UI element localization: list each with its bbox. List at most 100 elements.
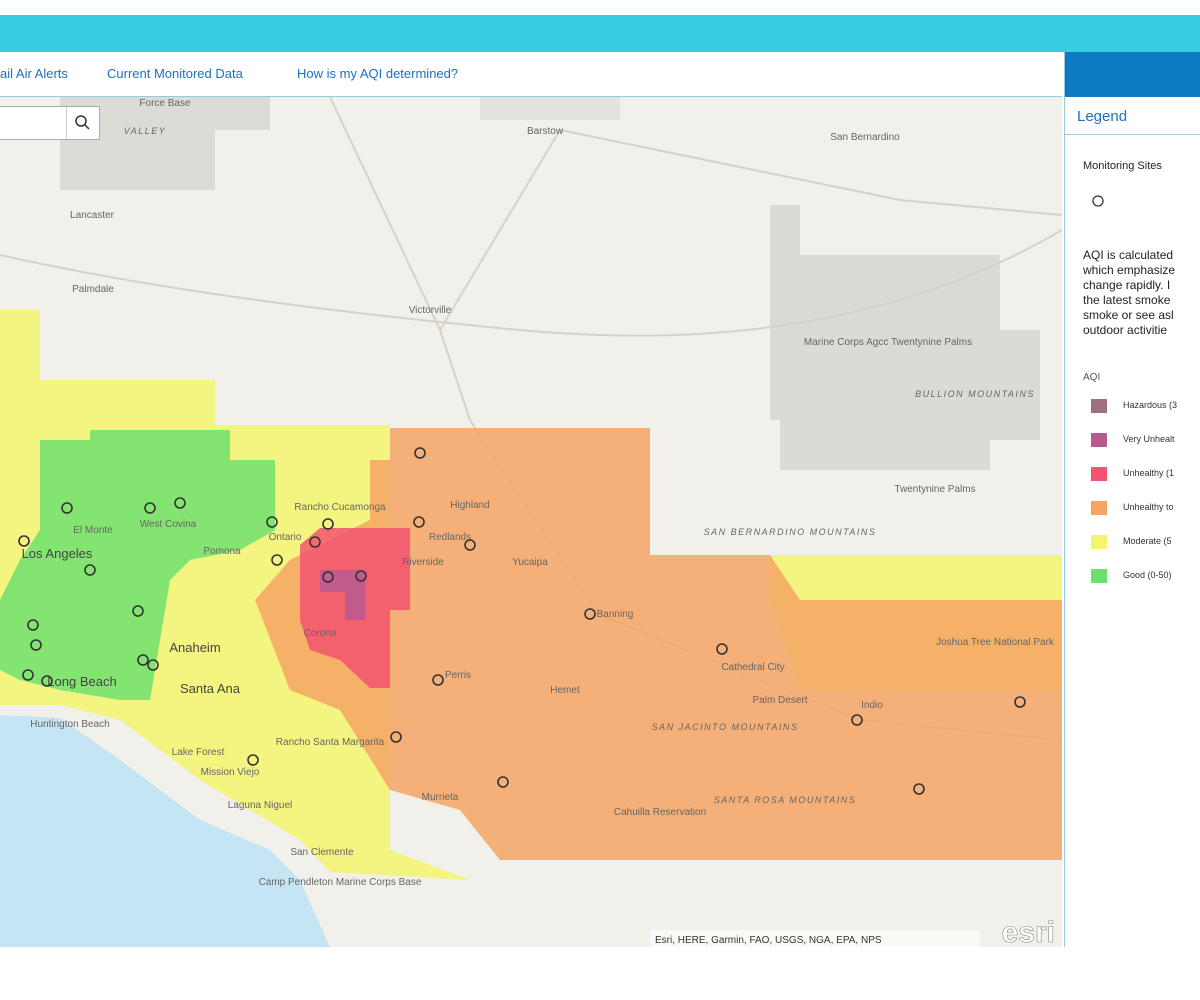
description-line: outdoor activitie: [1083, 323, 1168, 337]
place-label: Redlands: [429, 532, 471, 543]
monitoring-site[interactable]: [137, 654, 149, 666]
legend-swatch: [1091, 467, 1107, 481]
sites-title: Monitoring Sites: [1083, 160, 1162, 172]
place-label: Huntington Beach: [30, 719, 110, 730]
description-line: smoke or see asl: [1083, 308, 1174, 322]
monitoring-site[interactable]: [432, 674, 444, 686]
legend-swatch: [1091, 569, 1107, 583]
monitoring-site[interactable]: [266, 516, 278, 528]
place-label: Corona: [304, 628, 337, 639]
place-label: Cahuilla Reservation: [614, 807, 706, 818]
place-label: Ontario: [269, 532, 302, 543]
legend-label: Unhealthy to: [1123, 502, 1174, 512]
place-label: San Bernardino: [830, 132, 900, 143]
header-bar: [0, 15, 1200, 52]
site-symbol: [1092, 195, 1104, 207]
monitoring-site[interactable]: [30, 639, 42, 651]
place-label: Twentynine Palms: [894, 484, 975, 495]
aqi-area: [255, 428, 1062, 860]
panel-header: [1065, 52, 1200, 97]
monitoring-site[interactable]: [464, 539, 476, 551]
place-label: Murrieta: [422, 792, 459, 803]
aqi-area: [320, 570, 365, 620]
place-label: Highland: [450, 500, 489, 511]
legend-title[interactable]: Legend: [1077, 108, 1128, 125]
monitoring-site[interactable]: [27, 619, 39, 631]
monitoring-site[interactable]: [851, 714, 863, 726]
monitoring-site[interactable]: [61, 502, 73, 514]
monitoring-site[interactable]: [584, 608, 596, 620]
place-label: Marine Corps Agcc Twentynine Palms: [804, 337, 972, 348]
esri-logo: esri: [1002, 916, 1055, 947]
footer: [0, 947, 1200, 1000]
legend-label: Good (0-50): [1123, 570, 1172, 580]
legend-swatch: [1091, 501, 1107, 515]
nav-bar: ail Air Alerts Current Monitored Data Ho…: [0, 52, 1062, 97]
place-label: Cathedral City: [721, 662, 784, 673]
monitoring-site[interactable]: [1014, 696, 1026, 708]
place-label: Laguna Niguel: [228, 800, 293, 811]
nav-link[interactable]: Current Monitored Data: [107, 66, 243, 81]
military-area: [770, 205, 1040, 470]
monitoring-site[interactable]: [322, 571, 334, 583]
monitoring-site[interactable]: [355, 570, 367, 582]
legend-swatch: [1091, 399, 1107, 413]
place-label: Riverside: [402, 557, 444, 568]
monitoring-site[interactable]: [271, 554, 283, 566]
aqi-title: AQI: [1083, 372, 1101, 383]
place-label: Santa Ana: [180, 681, 241, 696]
monitoring-site[interactable]: [147, 659, 159, 671]
monitoring-site[interactable]: [18, 535, 30, 547]
place-label: VALLEY: [124, 126, 167, 136]
monitoring-site[interactable]: [716, 643, 728, 655]
place-label: Barstow: [527, 126, 564, 137]
description-line: change rapidly. I: [1083, 278, 1171, 292]
place-label: Hemet: [550, 685, 580, 696]
place-label: Lancaster: [70, 210, 115, 221]
ocean: [0, 715, 330, 947]
nav-link[interactable]: How is my AQI determined?: [297, 66, 459, 81]
monitoring-site[interactable]: [144, 502, 156, 514]
place-label: Force Base: [139, 98, 191, 109]
monitoring-site[interactable]: [247, 754, 259, 766]
nav-link[interactable]: ail Air Alerts: [0, 66, 68, 81]
monitoring-site[interactable]: [22, 669, 34, 681]
monitoring-site[interactable]: [414, 447, 426, 459]
search-box[interactable]: [0, 106, 100, 140]
legend-label: Very Unhealt: [1123, 434, 1175, 444]
monitoring-site[interactable]: [174, 497, 186, 509]
map[interactable]: Force Base VALLEY Barstow San Bernardino Lan…: [0, 97, 1062, 947]
monitoring-site[interactable]: [84, 564, 96, 576]
divider: [1065, 134, 1200, 135]
place-label: Long Beach: [47, 674, 116, 689]
place-label: SAN JACINTO MOUNTAINS: [652, 722, 799, 732]
monitoring-site[interactable]: [390, 731, 402, 743]
place-label: BULLION MOUNTAINS: [915, 389, 1035, 399]
place-label: Joshua Tree National Park: [936, 637, 1055, 648]
place-label: SANTA ROSA MOUNTAINS: [714, 795, 857, 805]
place-label: Los Angeles: [22, 546, 93, 561]
monitoring-site[interactable]: [497, 776, 509, 788]
monitoring-site[interactable]: [322, 518, 334, 530]
place-label: Lake Forest: [172, 747, 225, 758]
military-area: [60, 97, 270, 190]
place-label: Indio: [861, 700, 883, 711]
place-label: Camp Pendleton Marine Corps Base: [259, 877, 422, 888]
legend-swatch: [1091, 535, 1107, 549]
road: [0, 229, 1062, 337]
monitoring-site[interactable]: [309, 536, 321, 548]
road: [439, 128, 1062, 331]
monitoring-site[interactable]: [132, 605, 144, 617]
place-label: Rancho Cucamonga: [294, 502, 386, 513]
place-label: West Covina: [140, 519, 197, 530]
legend-label: Unhealthy (1: [1123, 468, 1175, 478]
monitoring-site[interactable]: [41, 675, 53, 687]
place-label: Pomona: [203, 546, 241, 557]
monitoring-site[interactable]: [413, 516, 425, 528]
aqi-area: [0, 430, 275, 700]
legend-label: Moderate (5: [1123, 536, 1172, 546]
place-label: Palm Desert: [752, 695, 807, 706]
search-button[interactable]: [66, 107, 99, 139]
monitoring-site[interactable]: [913, 783, 925, 795]
